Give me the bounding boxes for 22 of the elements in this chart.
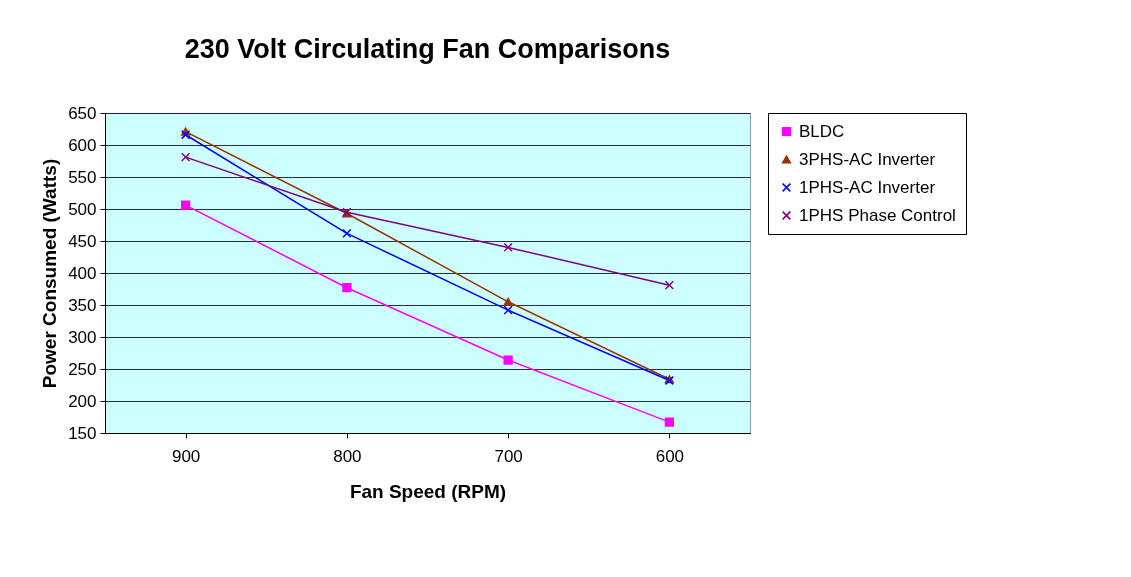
x-tick-label: 700 xyxy=(494,446,523,466)
y-tick-label: 350 xyxy=(68,295,97,315)
y-tick-label: 300 xyxy=(68,327,97,347)
y-tick-label: 150 xyxy=(68,423,97,443)
y-tick-label: 650 xyxy=(68,103,97,123)
y-tick-label: 450 xyxy=(68,231,97,251)
y-axis-title: Power Consumed (Watts) xyxy=(39,158,61,389)
legend-label: 1PHS-AC Inverter xyxy=(799,177,936,197)
y-tick-label: 400 xyxy=(68,263,97,283)
y-tick-label: 500 xyxy=(68,199,97,219)
y-tick-label: 600 xyxy=(68,135,97,155)
y-tick-label: 250 xyxy=(68,359,97,379)
x-tick-label: 800 xyxy=(333,446,362,466)
chart-title: 230 Volt Circulating Fan Comparisons xyxy=(184,34,671,64)
legend-label: 1PHS Phase Control xyxy=(799,205,956,225)
x-tick-label: 900 xyxy=(171,446,201,466)
legend-label: BLDC xyxy=(799,121,845,141)
y-tick-label: 200 xyxy=(68,391,97,411)
x-axis-title: Fan Speed (RPM) xyxy=(349,480,507,502)
legend-label: 3PHS-AC Inverter xyxy=(799,149,936,169)
x-tick-label: 600 xyxy=(655,446,685,466)
y-tick-label: 550 xyxy=(68,167,97,187)
